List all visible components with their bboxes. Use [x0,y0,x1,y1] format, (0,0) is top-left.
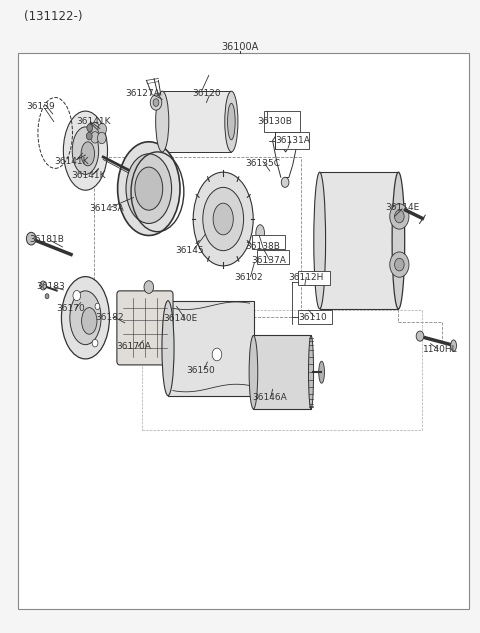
Circle shape [144,281,154,293]
Circle shape [92,339,98,347]
Text: 36170A: 36170A [116,342,151,351]
Text: 36141K: 36141K [76,117,111,126]
Text: 36137A: 36137A [252,256,286,265]
Circle shape [95,303,100,310]
Text: 1140HL: 1140HL [423,345,458,354]
Text: 36141K: 36141K [72,172,106,180]
Ellipse shape [162,301,174,396]
Text: 36182: 36182 [95,313,124,322]
Text: 36114E: 36114E [385,203,420,212]
Ellipse shape [256,225,264,241]
Circle shape [97,132,106,144]
Ellipse shape [82,308,97,334]
Text: (131122-): (131122-) [24,10,83,23]
Ellipse shape [63,111,108,190]
Text: 36102: 36102 [234,273,263,282]
Bar [18,53,469,609]
Text: 36110: 36110 [299,313,327,322]
Text: 36127A: 36127A [126,89,160,98]
Circle shape [26,232,36,245]
Bar [264,111,300,132]
Ellipse shape [70,291,101,344]
Circle shape [212,348,222,361]
Circle shape [390,204,409,229]
Circle shape [150,95,162,110]
Ellipse shape [392,172,405,309]
Circle shape [73,291,81,301]
Ellipse shape [81,142,95,166]
FancyBboxPatch shape [117,291,173,365]
Ellipse shape [156,91,169,152]
Bar [252,235,285,249]
Ellipse shape [309,335,313,409]
Text: 36131A: 36131A [276,136,310,145]
Circle shape [395,210,404,223]
Circle shape [45,294,49,299]
Circle shape [395,258,404,271]
Circle shape [87,124,93,132]
Circle shape [91,132,99,143]
Bar [298,310,332,324]
Bar [94,157,301,316]
Text: 36112H: 36112H [288,273,324,282]
Ellipse shape [61,277,109,359]
Ellipse shape [213,203,233,235]
Ellipse shape [225,91,238,152]
Ellipse shape [72,127,99,175]
Text: 36139: 36139 [26,102,55,111]
Text: 36170: 36170 [57,304,85,313]
Circle shape [40,281,47,290]
Text: 36140E: 36140E [163,314,197,323]
Text: 36100A: 36100A [221,42,259,52]
Text: 36135C: 36135C [246,159,280,168]
Ellipse shape [314,172,325,309]
Circle shape [98,123,107,135]
Bar [253,335,311,409]
Bar [257,250,289,264]
Bar [320,172,398,309]
Circle shape [153,99,159,106]
Bar [275,132,309,149]
Bar [162,91,231,152]
Ellipse shape [126,154,172,223]
Circle shape [416,331,424,341]
Circle shape [390,252,409,277]
Circle shape [91,122,99,134]
Text: 36145: 36145 [175,246,204,255]
Text: 36150: 36150 [186,366,215,375]
Text: 36130B: 36130B [257,117,292,126]
Ellipse shape [264,237,270,249]
Bar [298,271,330,285]
Bar [168,301,254,396]
Ellipse shape [193,172,253,266]
Bar [142,310,422,430]
Circle shape [271,245,278,255]
Text: 36141K: 36141K [54,157,88,166]
Text: 36120: 36120 [192,89,221,98]
Ellipse shape [228,103,235,140]
Text: 36183: 36183 [36,282,65,291]
Text: 36146A: 36146A [252,393,287,402]
Ellipse shape [135,167,163,210]
Text: 36181B: 36181B [30,235,64,244]
Text: 36143A: 36143A [89,204,124,213]
Circle shape [86,132,92,140]
Ellipse shape [319,361,324,383]
Ellipse shape [451,340,456,351]
Circle shape [281,177,289,187]
Ellipse shape [118,142,180,235]
Ellipse shape [249,335,258,409]
Ellipse shape [203,187,244,251]
Text: 36138B: 36138B [246,242,280,251]
